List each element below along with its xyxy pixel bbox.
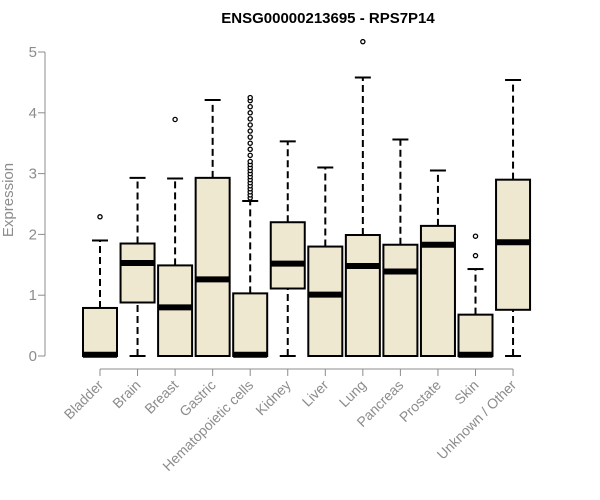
outlier-4-16 (247, 134, 253, 140)
box-body-7 (344, 234, 381, 357)
outlier-4-14 (247, 146, 253, 153)
x-tick-label-10: Skin (451, 377, 482, 408)
outlier-4-17 (247, 128, 253, 134)
outlier-4-18 (247, 122, 253, 128)
box-body-1 (119, 242, 156, 304)
x-tick-label-2: Breast (141, 377, 181, 417)
x-tick-label-5: Kidney (252, 377, 294, 419)
box-body-8 (382, 243, 419, 357)
box-2 (157, 116, 194, 357)
outlier-4-21 (247, 103, 253, 110)
outlier-4-19 (247, 116, 253, 122)
outlier-7-0 (360, 38, 366, 45)
x-tick-label-7: Lung (336, 377, 369, 410)
y-axis: 0 1 2 3 4 5 (29, 44, 46, 365)
box-body-5 (269, 221, 306, 290)
outlier-4-13 (247, 152, 253, 159)
outlier-0-0 (97, 214, 103, 220)
box-6 (307, 166, 344, 357)
x-tick-label-9: Prostate (396, 377, 444, 425)
y-tick-label-1: 1 (29, 287, 37, 304)
box-5 (269, 140, 306, 357)
outlier-4-12 (247, 158, 253, 165)
box-body-3 (194, 176, 231, 357)
chart-title: ENSG00000213695 - RPS7P14 (221, 10, 435, 27)
box-0 (82, 214, 118, 358)
box-body-6 (307, 245, 344, 357)
x-tick-label-1: Brain (109, 377, 143, 411)
x-tick-label-0: Bladder (61, 377, 107, 423)
box-3 (194, 99, 231, 357)
box-1 (119, 176, 156, 357)
box-9 (419, 169, 456, 357)
box-body-0 (82, 306, 118, 357)
box-body-10 (457, 313, 494, 358)
boxes-group (82, 38, 532, 358)
y-tick-label-2: 2 (29, 226, 37, 243)
outlier-10-0 (472, 252, 479, 259)
box-body-2 (157, 264, 194, 357)
y-axis-label: Expression (0, 163, 17, 237)
box-11 (495, 78, 532, 357)
outlier-4-23 (247, 94, 253, 101)
outlier-10-1 (472, 233, 479, 239)
box-body-4 (232, 292, 269, 358)
y-tick-label-5: 5 (29, 44, 37, 61)
x-tick-label-6: Liver (299, 377, 332, 410)
box-10 (457, 233, 494, 358)
outlier-4-20 (247, 110, 253, 116)
outlier-4-15 (247, 140, 253, 146)
y-tick-label-0: 0 (29, 348, 37, 365)
outlier-2-0 (172, 116, 178, 123)
y-tick-label-3: 3 (29, 166, 37, 183)
box-7 (344, 38, 381, 357)
box-8 (382, 138, 419, 357)
box-4 (232, 94, 269, 358)
y-tick-label-4: 4 (29, 105, 37, 122)
